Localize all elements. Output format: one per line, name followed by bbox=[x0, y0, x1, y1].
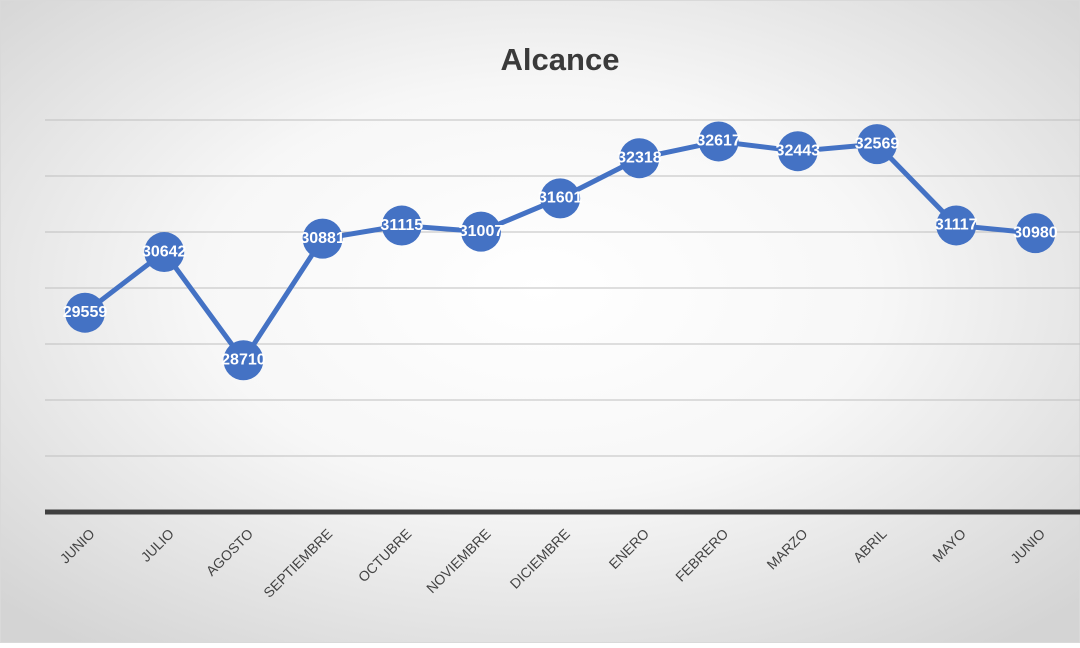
data-point bbox=[540, 178, 581, 219]
data-label: 32617 bbox=[696, 133, 741, 150]
data-point bbox=[777, 131, 818, 172]
chart-title: Alcance bbox=[501, 42, 620, 77]
data-label: 31115 bbox=[380, 217, 423, 234]
data-label: 31601 bbox=[538, 190, 583, 207]
data-label: 31007 bbox=[459, 223, 504, 240]
data-point bbox=[619, 138, 660, 179]
data-label: 29559 bbox=[63, 304, 108, 321]
data-label: 30642 bbox=[142, 243, 187, 260]
data-label: 28710 bbox=[221, 351, 266, 368]
data-label: 32318 bbox=[617, 149, 662, 166]
data-point bbox=[144, 232, 185, 273]
data-point bbox=[698, 121, 739, 162]
data-label: 32443 bbox=[776, 142, 821, 159]
data-point bbox=[223, 340, 264, 381]
data-point bbox=[302, 218, 343, 259]
data-label: 30881 bbox=[300, 230, 345, 247]
data-label: 30980 bbox=[1013, 224, 1058, 241]
series: 29559 30642 28710 30881 31115 31007 31601 32318… bbox=[63, 121, 1058, 381]
data-label: 32569 bbox=[855, 135, 900, 152]
data-point bbox=[857, 124, 897, 165]
data-point bbox=[381, 205, 422, 246]
data-label: 31117 bbox=[935, 217, 978, 234]
data-point bbox=[461, 211, 501, 252]
data-point bbox=[65, 292, 105, 333]
data-point bbox=[1015, 213, 1056, 254]
data-point bbox=[936, 205, 977, 246]
